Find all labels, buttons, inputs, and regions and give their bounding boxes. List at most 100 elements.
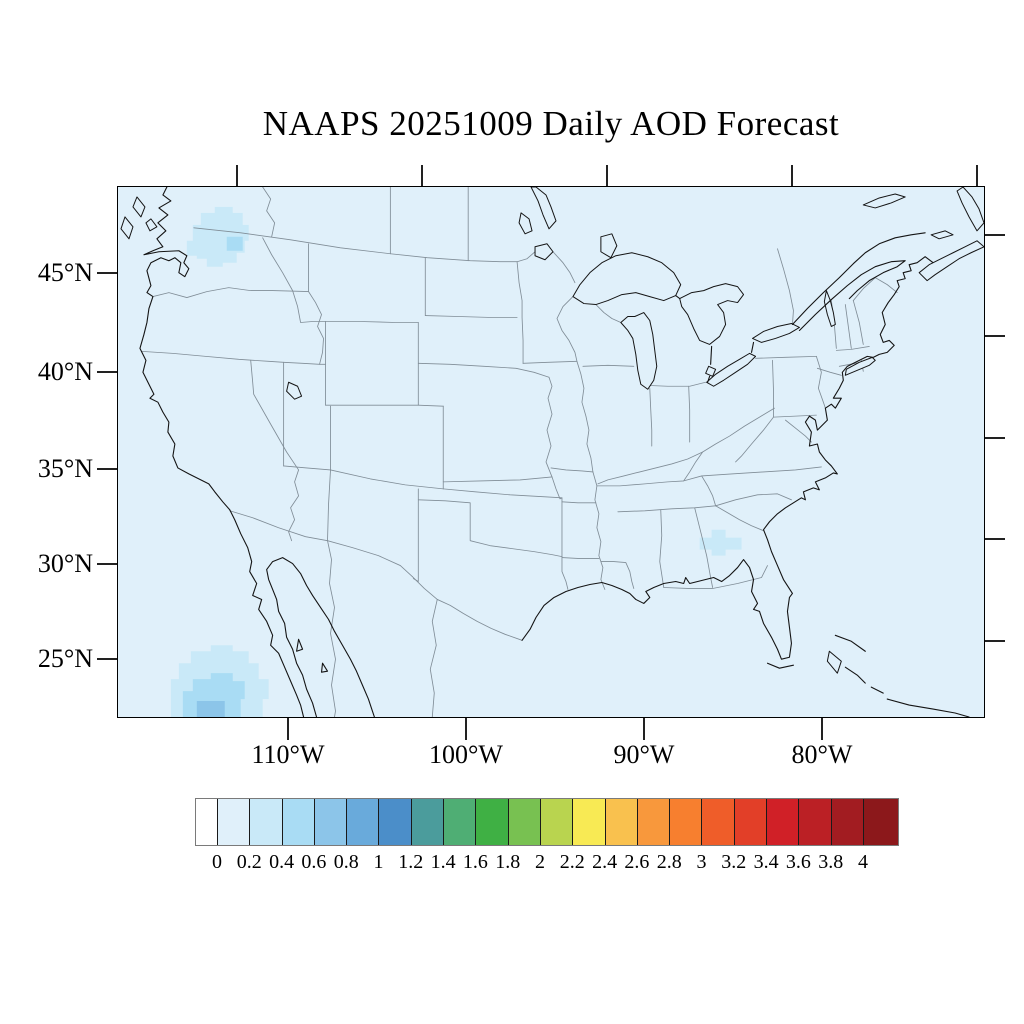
latitude-label: 40°N [37,357,93,386]
right-tick [985,538,1005,540]
bc-island-3 [145,218,158,232]
lake-st-clair [705,365,717,377]
top-tick [976,165,978,186]
colorbar-tick-label: 3 [696,851,707,873]
colorbar-segment [282,799,315,845]
left-tick [97,658,117,660]
latitude-label: 30°N [37,549,93,578]
colorbar-segment [508,799,541,845]
prince-edward-island [930,230,954,240]
colorbar-segment [863,799,898,845]
lake-champlain [823,290,836,327]
lake-manitoba [518,212,533,235]
bottom-tick [287,718,289,740]
colorbar-tick-label: 3.2 [721,851,747,873]
lake-winnipeg [530,187,557,230]
colorbar-segment [444,799,477,845]
colorbar-segment [734,799,768,845]
colorbar-segment [540,799,574,845]
colorbar-tick-label: 2.8 [656,851,682,873]
colorbar-segment [573,799,606,845]
bc-island-1 [132,196,146,218]
map-background [118,187,984,717]
colorbar-tick-label: 1.6 [462,851,488,873]
gulf-island-1 [296,638,304,652]
bottom-tick [821,718,823,740]
colorbar-segment [196,799,218,845]
right-tick [985,640,1005,642]
colorbar-tick-label: 0.8 [333,851,359,873]
colorbar-segment [476,799,509,845]
aod-plumes [170,206,742,717]
latitude-label: 25°N [37,644,93,673]
colorbar-segment [218,799,251,845]
aod-plume-washington-core [226,236,243,251]
top-tick [421,165,423,186]
great-salt-lake [286,381,303,400]
colorbar-tick-label: 1.8 [495,851,521,873]
colorbar-segment [702,799,735,845]
lake-ontario [752,322,800,343]
aod-plume-washington [186,206,249,267]
florida-keys [766,662,794,669]
lake-huron [679,283,745,345]
longitude-label: 80°W [791,740,853,769]
colorbar-segment [411,799,445,845]
coastline-pacific [139,187,305,717]
bottom-tick [465,718,467,740]
nova-scotia [918,240,984,282]
top-tick [606,165,608,186]
latitude-label: 35°N [37,454,93,483]
aod-plume-baja-core [196,701,225,717]
colorbar-segment [767,799,800,845]
newfoundland-coast [956,187,984,232]
top-tick [236,165,238,186]
colorbar-segment [314,799,348,845]
lake-michigan [620,312,658,390]
longitude-label: 110°W [251,740,325,769]
colorbar-tick-label: 0.2 [236,851,262,873]
bahamas-2 [844,666,866,684]
colorbar-tick-label: 3.4 [753,851,779,873]
colorbar-tick-label: 2.4 [592,851,618,873]
lake-of-the-woods [534,243,554,261]
colorbar-segment [637,799,671,845]
right-tick [985,335,1005,337]
colorbar-tick-label: 0.6 [301,851,327,873]
colorbar-tick-label: 0 [212,851,222,873]
colorbar-tick-label: 4 [858,851,868,873]
state-borders [141,187,898,717]
colorbar-tick-label: 2.2 [559,851,585,873]
colorbar-tick-label: 2 [535,851,545,873]
coastline-gulf-and-atlantic [521,256,934,660]
gulf-island-2 [320,662,329,673]
colorbar-segment [250,799,283,845]
bc-island-2 [120,216,134,240]
colorbar-segment [379,799,412,845]
page-title: NAAPS 20251009 Daily AOD Forecast [262,104,840,143]
latitude-label: 45°N [37,258,93,287]
left-tick [97,272,117,274]
long-island [844,356,876,376]
bottom-tick [643,718,645,740]
colorbar-segment [347,799,380,845]
bahamas-andros [826,650,842,674]
anticosti-island [862,193,906,209]
coastlines [120,187,984,717]
top-tick [791,165,793,186]
colorbar-tick-label: 1 [373,851,384,873]
colorbar-tick-label: 1.4 [430,851,456,873]
colorbar-tick-label: 2.6 [624,851,650,873]
bahamas-1 [834,634,866,652]
colorbar-segment [831,799,864,845]
coastline-gulf-of-california [266,557,375,717]
great-lakes [286,187,836,400]
right-tick [985,234,1005,236]
longitude-label: 90°W [613,740,675,769]
st-lawrence-north-shore [791,232,926,326]
bahamas-3 [870,686,884,694]
aod-plume-georgia [699,529,742,556]
map-frame [117,186,985,718]
lake-erie [706,352,757,387]
